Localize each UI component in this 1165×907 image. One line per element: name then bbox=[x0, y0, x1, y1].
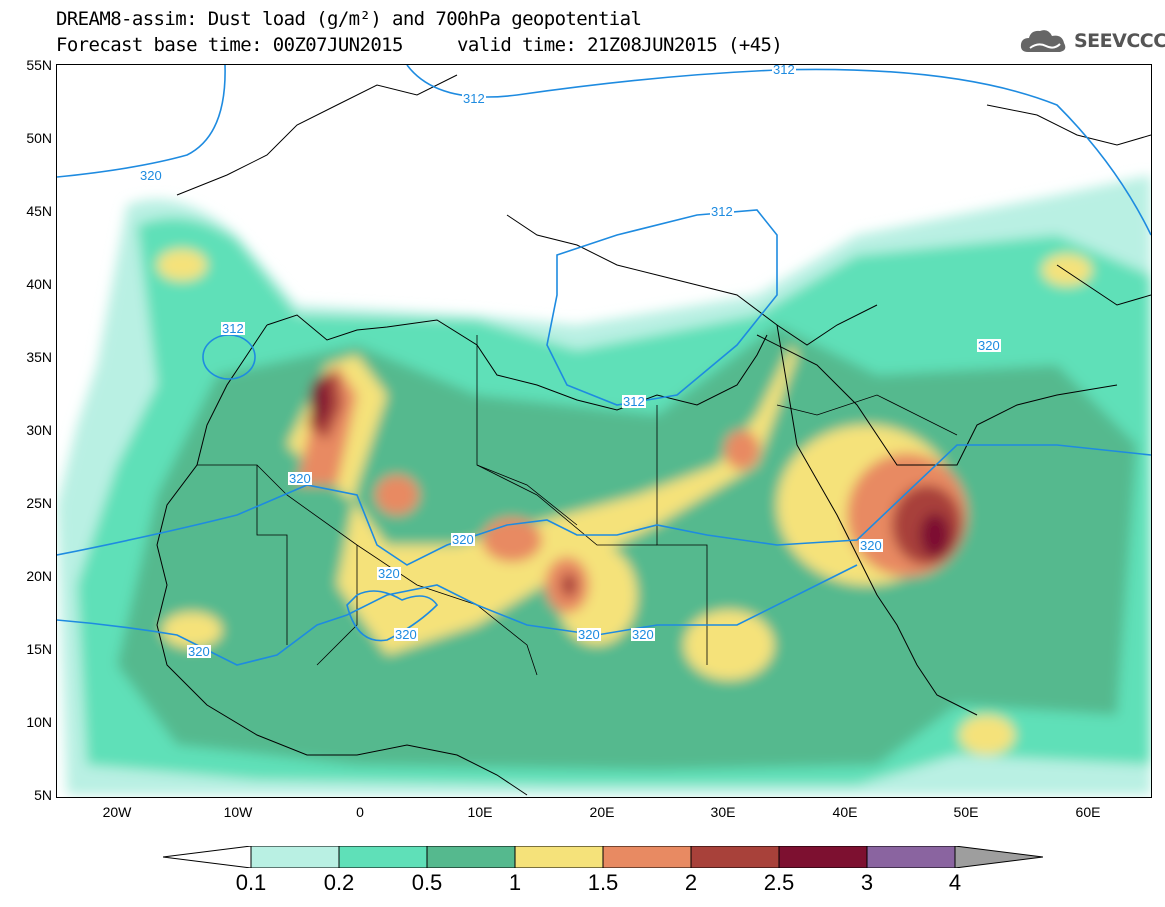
colorbar-cell bbox=[338, 846, 428, 868]
contour-label-320: 320 bbox=[377, 566, 401, 581]
dust-field bbox=[57, 65, 1151, 796]
colorbar-cell bbox=[250, 846, 340, 868]
logo-text: SEEVCCC bbox=[1074, 30, 1165, 52]
colorbar-label: 4 bbox=[948, 870, 962, 895]
contour-label-320: 320 bbox=[451, 532, 475, 547]
colorbar-cell bbox=[426, 846, 516, 868]
contour-label-312: 312 bbox=[622, 394, 646, 409]
contour-label-320: 320 bbox=[139, 168, 163, 183]
colorbar bbox=[163, 846, 1043, 868]
colorbar-cell bbox=[602, 846, 692, 868]
lon-label: 40E bbox=[832, 804, 858, 820]
lon-label: 0 bbox=[356, 804, 364, 820]
colorbar-label: 0.5 bbox=[411, 870, 443, 895]
colorbar-label: 0.1 bbox=[235, 870, 267, 895]
colorbar-label: 1 bbox=[508, 870, 522, 895]
colorbar-label: 3 bbox=[860, 870, 874, 895]
colorbar-cell bbox=[514, 846, 604, 868]
colorbar-cell bbox=[866, 846, 956, 868]
lat-label: 5N bbox=[34, 787, 52, 803]
lat-label: 50N bbox=[26, 130, 52, 146]
lat-label: 45N bbox=[26, 203, 52, 219]
contour-label-320: 320 bbox=[288, 471, 312, 486]
colorbar-left-arrow bbox=[163, 846, 252, 868]
contour-label-320: 320 bbox=[394, 627, 418, 642]
colorbar-label: 0.2 bbox=[323, 870, 355, 895]
contour-label-312: 312 bbox=[462, 91, 486, 106]
contour-label-312: 312 bbox=[221, 321, 245, 336]
map-title: DREAM8-assim: Dust load (g/m²) and 700hP… bbox=[56, 8, 642, 30]
lon-label: 20E bbox=[589, 804, 615, 820]
colorbar-label: 1.5 bbox=[587, 870, 619, 895]
dust-map: 312 312 312 312 312 320 320 320 320 320 … bbox=[56, 64, 1152, 798]
contour-label-320: 320 bbox=[187, 644, 211, 659]
colorbar-label: 2.5 bbox=[763, 870, 795, 895]
lat-label: 30N bbox=[26, 422, 52, 438]
lon-label: 10E bbox=[467, 804, 493, 820]
lat-label: 40N bbox=[26, 276, 52, 292]
cloud-logo-icon bbox=[1020, 30, 1066, 52]
lat-label: 25N bbox=[26, 495, 52, 511]
lat-label: 35N bbox=[26, 349, 52, 365]
logo: SEEVCCC bbox=[1018, 24, 1165, 58]
lat-label: 20N bbox=[26, 568, 52, 584]
contour-label-320: 320 bbox=[977, 338, 1001, 353]
contour-label-312: 312 bbox=[772, 64, 796, 77]
contour-label-320: 320 bbox=[631, 627, 655, 642]
colorbar-label: 2 bbox=[684, 870, 698, 895]
colorbar-cell bbox=[778, 846, 868, 868]
lon-label: 60E bbox=[1075, 804, 1101, 820]
colorbar-right-arrow bbox=[954, 846, 1043, 868]
lat-label: 55N bbox=[26, 57, 52, 73]
lon-label: 30E bbox=[710, 804, 736, 820]
contour-label-320: 320 bbox=[859, 538, 883, 553]
lon-label: 50E bbox=[953, 804, 979, 820]
lon-label: 20W bbox=[102, 804, 132, 820]
map-subtitle: Forecast base time: 00Z07JUN2015 valid t… bbox=[56, 34, 783, 56]
contour-label-312: 312 bbox=[710, 204, 734, 219]
lon-label: 10W bbox=[223, 804, 253, 820]
colorbar-cell bbox=[690, 846, 780, 868]
lat-label: 15N bbox=[26, 641, 52, 657]
lat-label: 10N bbox=[26, 714, 52, 730]
contour-label-320: 320 bbox=[577, 627, 601, 642]
